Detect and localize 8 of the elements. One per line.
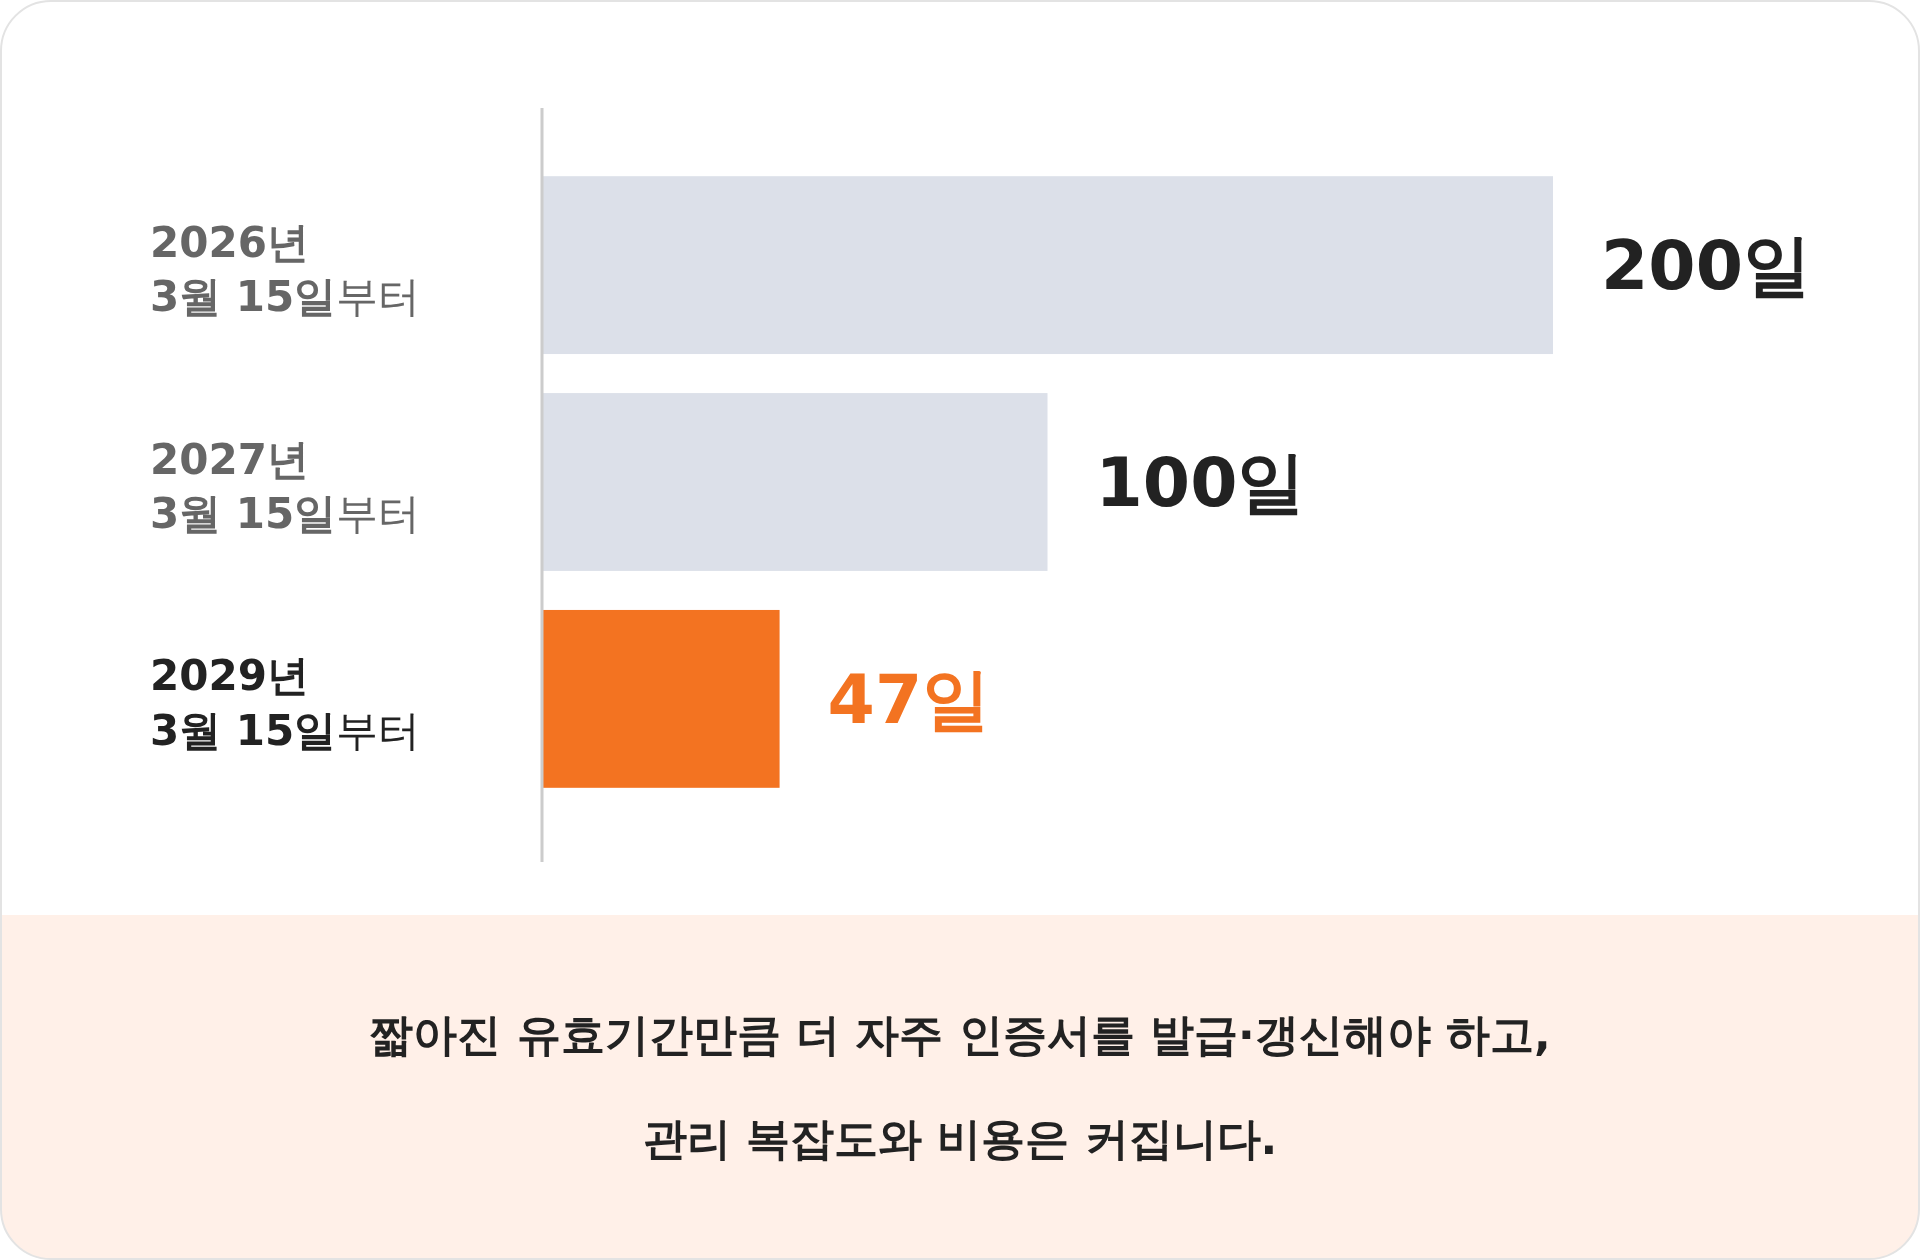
- data-label: 200일: [1601, 225, 1811, 305]
- y-tick-label: 2027년 3월 15일부터: [150, 434, 421, 539]
- data-label: 100일: [1095, 442, 1306, 522]
- data-label: 47일: [827, 659, 991, 739]
- y-tick-label: 2029년 3월 15일부터: [150, 651, 421, 756]
- text: 관리 복잡도와 비용은 커집니다.: [642, 1113, 1278, 1165]
- y-tick-label: 2026년 3월 15일부터: [150, 217, 421, 322]
- text: 짧아진 유효기간만큼 더 자주 인증서를 발급·갱신해야 하고,: [369, 1009, 1551, 1061]
